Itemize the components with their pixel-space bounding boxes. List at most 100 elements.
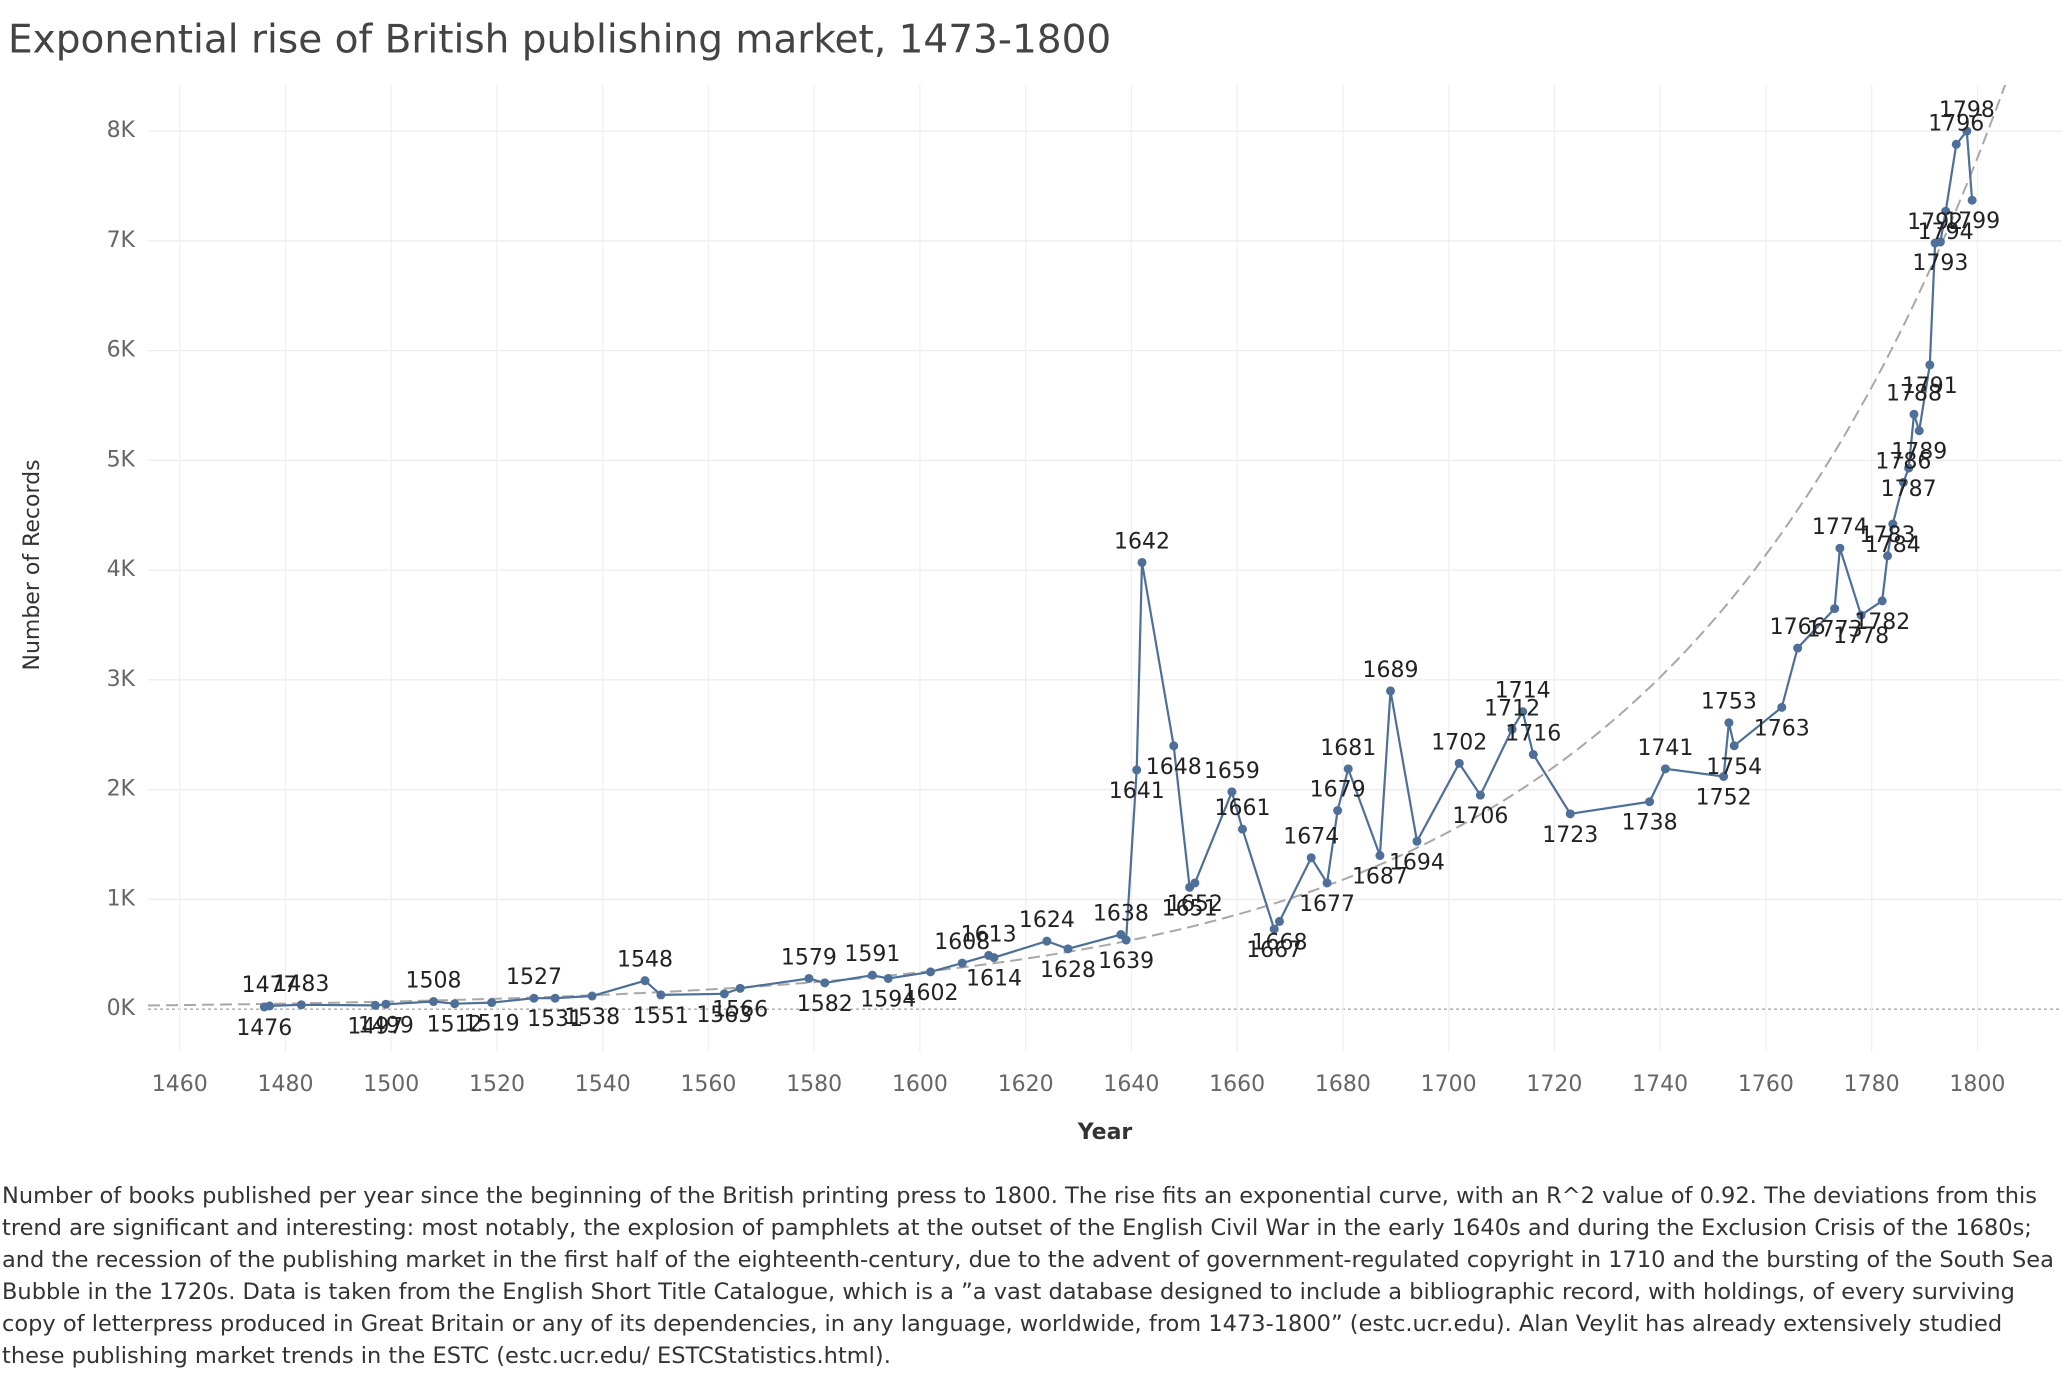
data-point [587,991,597,1001]
data-point [1333,806,1343,816]
data-point [550,993,560,1003]
data-point [1412,836,1422,846]
data-point [1528,750,1538,760]
data-point [1967,195,1977,205]
data-label: 1796 [1928,111,1984,136]
data-label: 1476 [236,1016,292,1041]
x-tick-label: 1780 [1844,1072,1900,1097]
data-label: 1677 [1299,892,1355,917]
data-label: 1784 [1865,533,1921,558]
data-point [1121,935,1131,945]
y-tick-label: 4K [107,557,136,582]
data-point [296,1000,306,1010]
data-label: 1648 [1146,755,1202,780]
data-label: 1741 [1637,736,1693,761]
plot-area [148,85,2007,1012]
data-label: 1527 [506,965,562,990]
data-point [640,976,650,986]
data-point [820,978,830,988]
data-point [1660,764,1670,774]
data-point [926,967,936,977]
chart-title: Exponential rise of British publishing m… [8,18,1111,63]
data-point [1322,878,1332,888]
data-label: 1566 [712,997,768,1022]
data-point [1914,426,1924,436]
data-point [1518,707,1528,717]
data-label: 1792 [1907,210,1963,235]
data-label: 1563 [696,1003,752,1028]
y-tick-label: 5K [107,447,136,472]
y-tick-label: 6K [107,338,136,363]
x-tick-label: 1800 [1949,1072,2005,1097]
data-label: 1582 [797,992,853,1017]
x-tick-label: 1460 [152,1072,208,1097]
data-label: 1579 [781,945,837,970]
data-point [1729,741,1739,751]
data-point [735,983,745,993]
data-label: 1681 [1320,736,1376,761]
chart: Exponential rise of British publishing m… [8,18,2062,1145]
data-label: 1639 [1098,949,1154,974]
data-label: 1594 [860,987,916,1012]
data-point [1375,851,1385,861]
data-point [381,999,391,1009]
data-point [1269,924,1279,934]
data-label: 1788 [1886,381,1942,406]
data-label: 1782 [1854,610,1910,635]
data-point [1274,916,1284,926]
data-label: 1668 [1251,930,1307,955]
data-point [1137,557,1147,567]
data-point [1856,610,1866,620]
data-label: 1793 [1912,251,1968,276]
data-label: 1624 [1019,908,1075,933]
x-tick-label: 1720 [1526,1072,1582,1097]
data-point [804,973,814,983]
data-label: 1753 [1701,690,1757,715]
data-point [1925,360,1935,370]
data-label: 1667 [1246,938,1302,963]
data-point [450,999,460,1009]
data-label: 1483 [273,972,329,997]
data-point [1935,237,1945,247]
x-tick-label: 1680 [1315,1072,1371,1097]
data-label: 1706 [1452,804,1508,829]
data-point [1830,604,1840,614]
data-label: 1551 [633,1004,689,1029]
data-label: 1499 [358,1013,414,1038]
data-label: 1738 [1622,811,1678,836]
x-tick-label: 1660 [1209,1072,1265,1097]
data-point [1063,944,1073,954]
data-point [1835,543,1845,553]
data-point [656,990,666,1000]
data-label: 1614 [966,967,1022,992]
x-tick-label: 1700 [1421,1072,1477,1097]
data-point [867,970,877,980]
data-label: 1799 [1944,209,2000,234]
data-label: 1752 [1696,785,1752,810]
data-label: 1477 [242,973,298,998]
data-point [1645,797,1655,807]
x-tick-label: 1740 [1632,1072,1688,1097]
data-label: 1674 [1283,825,1339,850]
data-label: 1613 [961,922,1017,947]
data-label: 1786 [1875,449,1931,474]
y-tick-label: 7K [107,228,136,253]
data-label: 1714 [1495,679,1551,704]
data-label: 1716 [1505,722,1561,747]
data-point [429,997,439,1007]
data-point [719,989,729,999]
data-point [1042,936,1052,946]
data-point [370,1000,380,1010]
data-label: 1791 [1902,374,1958,399]
data-label: 1766 [1770,615,1826,640]
data-label: 1798 [1939,98,1995,123]
data-label: 1538 [564,1005,620,1030]
data-point [1565,809,1575,819]
data-point [1190,878,1200,888]
x-tick-label: 1480 [257,1072,313,1097]
y-tick-label: 1K [107,886,136,911]
data-point [1777,702,1787,712]
data-label: 1642 [1114,529,1170,554]
data-point [1386,686,1396,696]
data-label: 1783 [1860,523,1916,548]
